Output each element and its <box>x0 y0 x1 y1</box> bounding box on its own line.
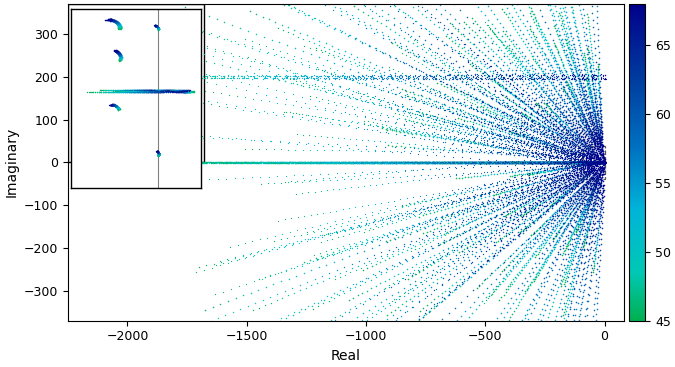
Bar <box>68 4 204 162</box>
Bar <box>583 146 605 179</box>
X-axis label: Real: Real <box>331 349 360 363</box>
Y-axis label: Imaginary: Imaginary <box>4 127 18 197</box>
